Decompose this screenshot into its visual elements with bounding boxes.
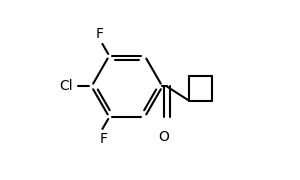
- Text: O: O: [158, 130, 169, 144]
- Text: Cl: Cl: [59, 79, 73, 93]
- Text: F: F: [96, 27, 104, 41]
- Text: F: F: [99, 132, 107, 146]
